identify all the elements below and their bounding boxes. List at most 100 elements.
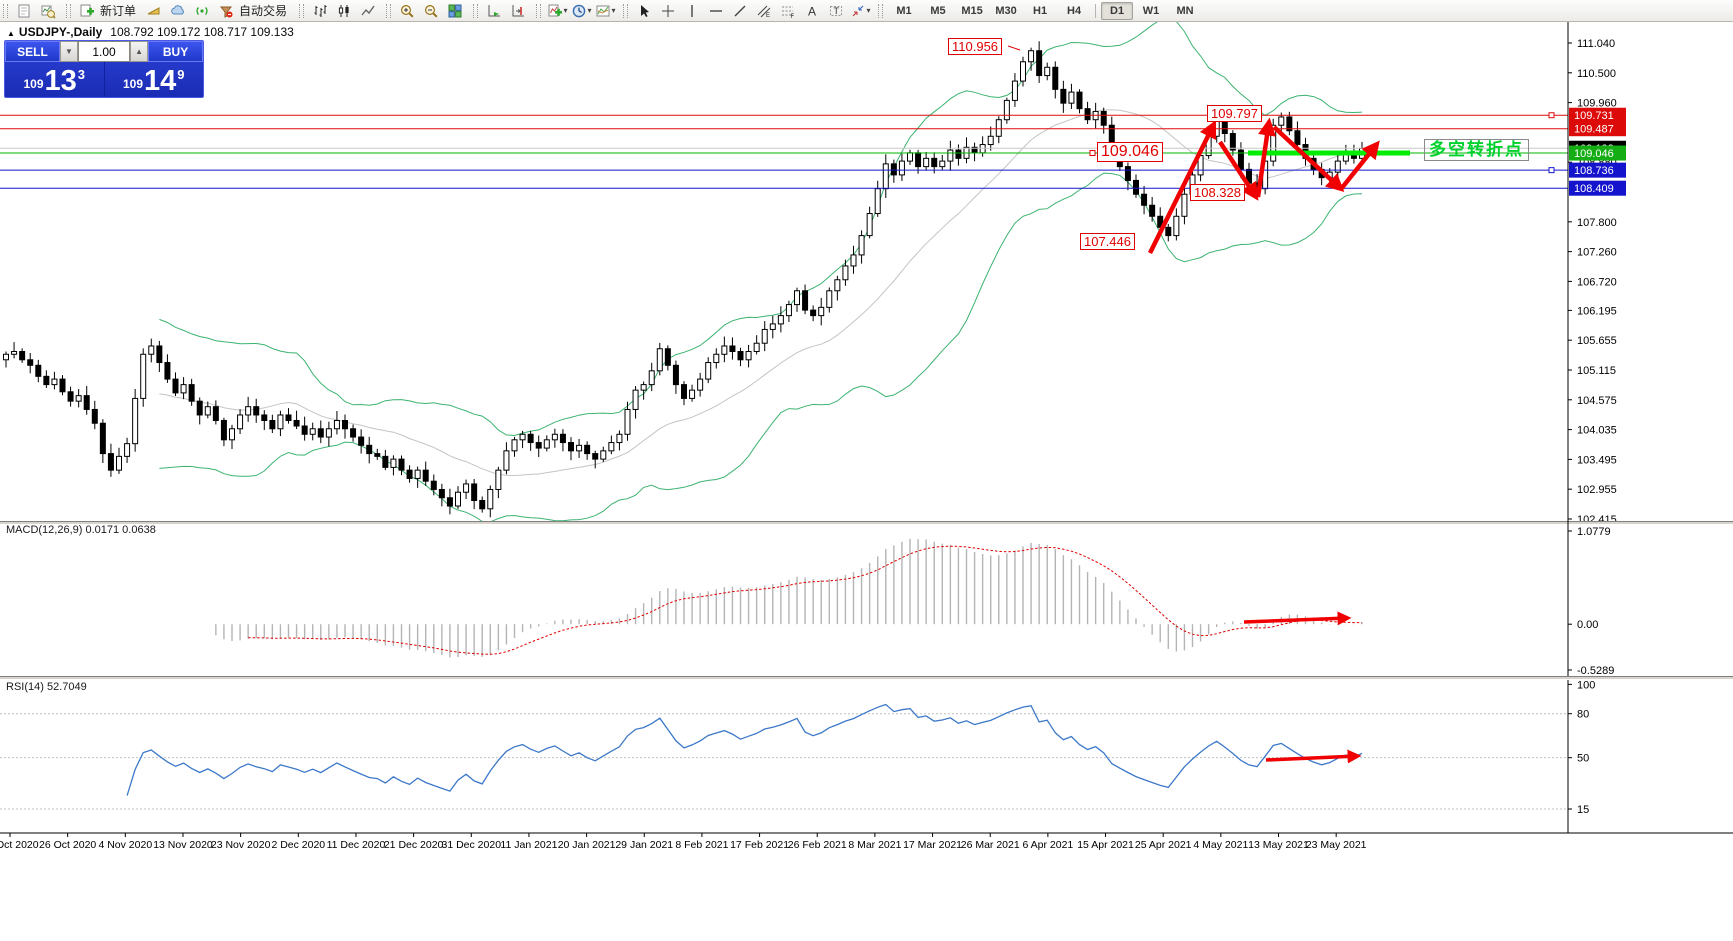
rsi-scale-label: 100	[1577, 679, 1595, 691]
trend-arrows[interactable]	[1007, 45, 1380, 764]
trendline-icon[interactable]	[728, 1, 752, 21]
chart-shift-icon[interactable]	[506, 1, 530, 21]
trend-arrow[interactable]	[1339, 140, 1380, 191]
trend-arrow[interactable]	[1218, 140, 1259, 201]
annotation-pivot-109046[interactable]: 109.046	[1097, 142, 1163, 162]
date-label: 13 Nov 2020	[153, 839, 213, 851]
zoom-in-icon[interactable]	[395, 1, 419, 21]
candlestick-chart-icon[interactable]	[332, 1, 356, 21]
new-order-icon[interactable]	[75, 1, 99, 21]
price-tick: 107.260	[1577, 247, 1617, 259]
buy-button[interactable]: BUY	[148, 41, 203, 62]
annotation-turning-point-text[interactable]: 多空转折点	[1424, 139, 1529, 161]
arrows-icon[interactable]: ▾	[848, 1, 872, 21]
date-label: 8 Feb 2021	[675, 839, 728, 851]
crosshair-icon[interactable]	[656, 1, 680, 21]
trend-arrow[interactable]	[1272, 125, 1345, 193]
label-leader-line	[1007, 45, 1021, 51]
horizontal-line-icon[interactable]	[704, 1, 728, 21]
price-tick: 110.500	[1577, 68, 1616, 80]
auto-scroll-icon[interactable]	[482, 1, 506, 21]
bar-chart-icon[interactable]	[308, 1, 332, 21]
new-order-label[interactable]: 新订单	[100, 4, 137, 18]
svg-text:A: A	[808, 4, 816, 18]
toolbar-group	[296, 1, 383, 21]
mql-cloud-icon[interactable]	[166, 1, 190, 21]
text-icon[interactable]: A	[800, 1, 824, 21]
cursor-icon[interactable]	[632, 1, 656, 21]
toolbar-group: M1 M5 M15 M30 H1 H4 D1 W1 MN	[875, 1, 1205, 21]
indicators-icon[interactable]: ▾	[545, 1, 569, 21]
rsi-pane	[0, 703, 1568, 810]
timeframe-mn[interactable]: MN	[1176, 4, 1194, 17]
date-label: 17 Mar 2021	[903, 839, 962, 851]
price-badge	[1569, 180, 1626, 196]
toolbar-group	[470, 1, 533, 21]
annotation-high-110956[interactable]: 110.956	[948, 38, 1003, 55]
sell-button[interactable]: SELL	[5, 41, 60, 62]
pane-separator[interactable]	[0, 521, 1733, 525]
vertical-line-icon[interactable]	[680, 1, 704, 21]
timeframe-m5[interactable]: M5	[930, 4, 946, 17]
price-badge-text: 108.736	[1574, 165, 1614, 177]
date-label: 23 Nov 2020	[211, 839, 271, 851]
price-badge-text: 108.409	[1574, 183, 1614, 195]
date-label: 26 Feb 2021	[788, 839, 847, 851]
pivot-handle[interactable]	[1089, 150, 1096, 157]
periods-icon[interactable]: ▾	[569, 1, 593, 21]
price-scale[interactable]: 111.040110.500109.960108.880107.800107.2…	[1567, 20, 1626, 833]
horizontal-lines[interactable]	[0, 112, 1568, 189]
timeframe-w1[interactable]: W1	[1142, 4, 1160, 17]
tile-windows-icon[interactable]	[443, 1, 467, 21]
date-label: 2 Dec 2020	[271, 839, 325, 851]
hline-handle[interactable]	[1548, 167, 1555, 174]
equidistant-channel-icon[interactable]: E	[752, 1, 776, 21]
volume-decrease-button[interactable]: ▼	[59, 41, 78, 62]
zoom-out-icon[interactable]	[419, 1, 443, 21]
rsi-scale-label: 15	[1577, 804, 1589, 816]
sell-price[interactable]: 109 13 3	[5, 62, 105, 97]
volume-input[interactable]	[78, 41, 130, 62]
trend-arrow[interactable]	[1255, 117, 1276, 198]
rsi-scale[interactable]: 100 80 50 15	[1568, 679, 1595, 816]
timeframe-h4[interactable]: H4	[1067, 4, 1082, 17]
macd-arrow[interactable]	[1243, 611, 1352, 626]
line-chart-icon[interactable]	[356, 1, 380, 21]
pane-separator[interactable]	[0, 676, 1733, 680]
buy-price[interactable]: 109 14 9	[105, 62, 204, 97]
price-tick: 104.575	[1577, 395, 1617, 407]
new-chart-icon[interactable]	[12, 1, 36, 21]
text-label-icon[interactable]: T	[824, 1, 848, 21]
annotation-peak-109797[interactable]: 109.797	[1207, 105, 1262, 122]
volume-increase-button[interactable]: ▲	[130, 41, 149, 62]
macd-scale-label: -0.5289	[1577, 665, 1614, 677]
signals-icon[interactable]	[190, 1, 214, 21]
toolbox-icon[interactable]	[142, 1, 166, 21]
timeframe-m15[interactable]: M15	[961, 4, 983, 17]
autotrading-label[interactable]: 自动交易	[239, 4, 288, 18]
toolbar-group	[0, 1, 63, 21]
ohlc-quotes: 108.792 109.172 108.717 109.133	[110, 25, 294, 39]
timeframe-d1[interactable]: D1	[1101, 1, 1134, 20]
chart-profiles-icon[interactable]	[36, 1, 60, 21]
svg-text:F: F	[791, 14, 795, 19]
templates-icon[interactable]: ▾	[593, 1, 617, 21]
collapse-triangle-icon[interactable]: ▲	[7, 29, 15, 38]
autotrading-icon[interactable]	[214, 1, 238, 21]
hline-handle[interactable]	[1548, 112, 1555, 119]
date-label: 17 Feb 2021	[730, 839, 789, 851]
fibonacci-icon[interactable]: F	[776, 1, 800, 21]
date-label: 13 May 2021	[1248, 839, 1309, 851]
macd-scale[interactable]: 1.0779 0.00 -0.5289	[1567, 521, 1614, 677]
rsi-arrow[interactable]	[1265, 749, 1362, 764]
price-tick: 106.720	[1577, 276, 1617, 288]
trend-arrow[interactable]	[1147, 119, 1217, 254]
timeframe-m30[interactable]: M30	[995, 4, 1017, 17]
timeframe-m1[interactable]: M1	[896, 4, 912, 17]
price-badge-text: 109.731	[1574, 110, 1614, 122]
timeframe-h1[interactable]: H1	[1033, 4, 1048, 17]
annotation-low-107446[interactable]: 107.446	[1080, 233, 1135, 250]
annotation-dip-108328[interactable]: 108.328	[1190, 184, 1245, 201]
